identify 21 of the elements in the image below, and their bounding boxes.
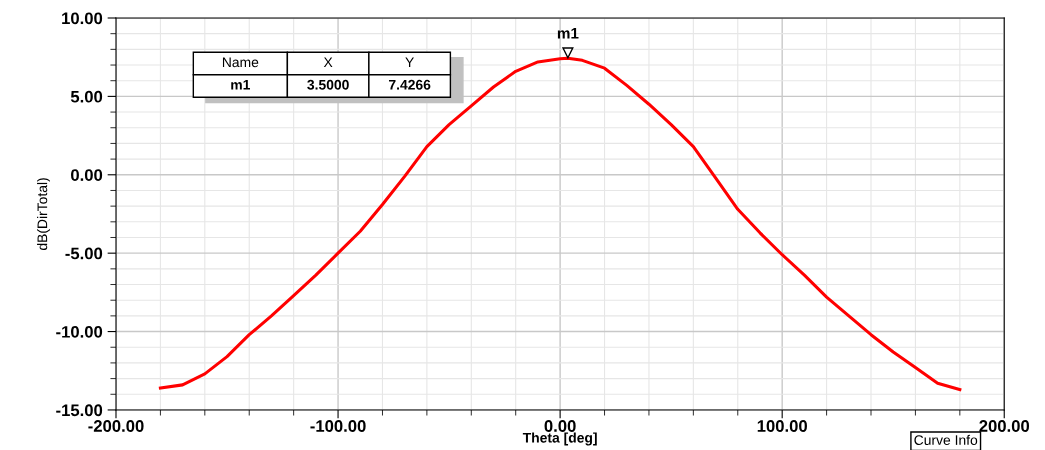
annotation: m1 bbox=[557, 28, 579, 39]
annotation: Y bbox=[405, 57, 414, 68]
y-tick-label: -5.00 bbox=[65, 247, 103, 260]
x-tick-label: 200.00 bbox=[979, 420, 1030, 432]
text: Curve Info bbox=[914, 434, 978, 445]
annotation: Name bbox=[222, 57, 259, 68]
annotation: X bbox=[323, 57, 333, 68]
x-axis-title: Theta [deg] bbox=[522, 432, 597, 446]
x-tick-label: -100.00 bbox=[310, 420, 366, 432]
y-tick-label: 0.00 bbox=[71, 169, 103, 181]
y-axis-title: dB(DirTotal) bbox=[37, 178, 50, 251]
x-tick-label: -200.00 bbox=[88, 420, 144, 432]
y-tick-label: 10.00 bbox=[62, 12, 103, 25]
x-tick-label: 0.00 bbox=[544, 420, 576, 432]
annotation: 3.5000 bbox=[307, 79, 349, 90]
y-tick-label: 5.00 bbox=[70, 90, 103, 103]
x-tick-label: 100.00 bbox=[757, 420, 807, 432]
y-tick-label: -15.00 bbox=[56, 404, 103, 417]
annotation: 7.4266 bbox=[389, 79, 431, 90]
annotation: m1 bbox=[231, 79, 250, 90]
y-tick-label: -10.00 bbox=[56, 325, 103, 338]
